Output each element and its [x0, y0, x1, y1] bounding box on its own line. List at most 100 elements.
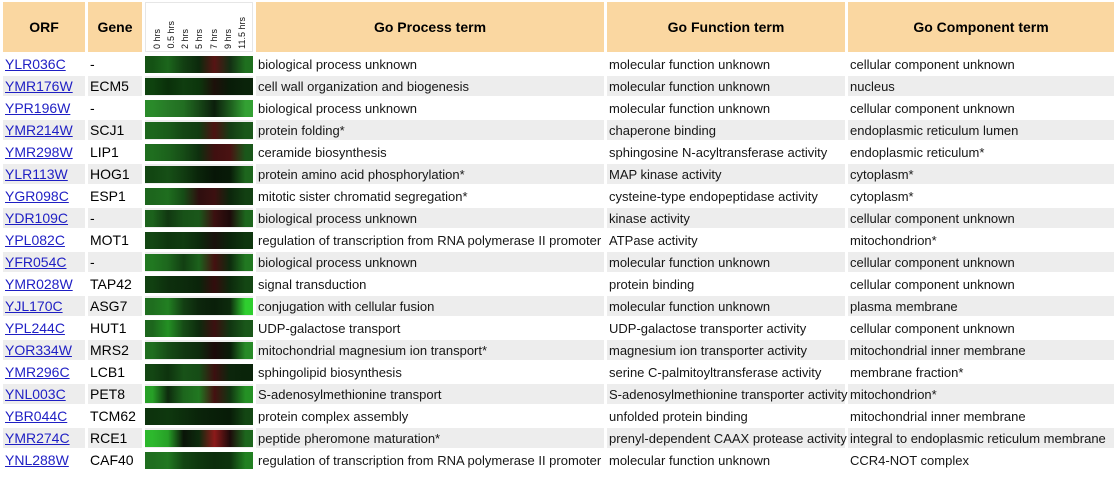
heatmap-cell [145, 186, 253, 206]
go-process-cell: ceramide biosynthesis [256, 142, 604, 162]
gene-cell: HUT1 [88, 318, 142, 338]
heatmap-cell [145, 164, 253, 184]
gene-cell: LIP1 [88, 142, 142, 162]
orf-cell: YPL082C [3, 230, 85, 250]
orf-cell: YNL003C [3, 384, 85, 404]
orf-cell: YFR054C [3, 252, 85, 272]
expression-heatmap [145, 99, 253, 117]
orf-link[interactable]: YPL082C [5, 232, 65, 248]
orf-cell: YPL244C [3, 318, 85, 338]
orf-cell: YMR214W [3, 120, 85, 140]
table-row: YMR176W ECM5 cell wall organization and … [3, 76, 1114, 96]
timepoint-label: 0 hrs [152, 28, 162, 49]
gene-cell: CAF40 [88, 450, 142, 470]
go-component-cell: membrane fraction* [848, 362, 1114, 382]
go-process-cell: mitochondrial magnesium ion transport* [256, 340, 604, 360]
heatmap-cell [145, 252, 253, 272]
header-row: ORF Gene 0 hrs 0.5 hrs 2 hrs 5 hrs 7 hrs… [3, 2, 1114, 52]
orf-cell: YDR109C [3, 208, 85, 228]
expression-heatmap [145, 121, 253, 139]
go-component-cell: endoplasmic reticulum lumen [848, 120, 1114, 140]
go-function-cell: molecular function unknown [607, 76, 845, 96]
orf-cell: YMR028W [3, 274, 85, 294]
orf-link[interactable]: YGR098C [5, 188, 69, 204]
orf-link[interactable]: YMR176W [5, 78, 73, 94]
gene-cell: RCE1 [88, 428, 142, 448]
go-process-cell: mitotic sister chromatid segregation* [256, 186, 604, 206]
gene-cell: - [88, 252, 142, 272]
gene-cell: ESP1 [88, 186, 142, 206]
expression-heatmap [145, 187, 253, 205]
heatmap-cell [145, 340, 253, 360]
go-component-cell: cellular component unknown [848, 54, 1114, 74]
table-row: YMR274C RCE1 peptide pheromone maturatio… [3, 428, 1114, 448]
gene-cell: - [88, 98, 142, 118]
orf-link[interactable]: YOR334W [5, 342, 72, 358]
go-function-cell: serine C-palmitoyltransferase activity [607, 362, 845, 382]
table-row: YLR113W HOG1 protein amino acid phosphor… [3, 164, 1114, 184]
orf-cell: YLR036C [3, 54, 85, 74]
heatmap-cell [145, 98, 253, 118]
table-row: YLR036C - biological process unknown mol… [3, 54, 1114, 74]
go-function-cell: UDP-galactose transporter activity [607, 318, 845, 338]
orf-link[interactable]: YPL244C [5, 320, 65, 336]
go-process-cell: UDP-galactose transport [256, 318, 604, 338]
table-row: YNL288W CAF40 regulation of transcriptio… [3, 450, 1114, 470]
heatmap-cell [145, 76, 253, 96]
go-function-cell: ATPase activity [607, 230, 845, 250]
table-row: YPL244C HUT1 UDP-galactose transport UDP… [3, 318, 1114, 338]
orf-link[interactable]: YMR028W [5, 276, 73, 292]
orf-link[interactable]: YMR298W [5, 144, 73, 160]
go-function-cell: molecular function unknown [607, 450, 845, 470]
gene-cell: TCM62 [88, 406, 142, 426]
table-row: YMR296C LCB1 sphingolipid biosynthesis s… [3, 362, 1114, 382]
orf-link[interactable]: YLR036C [5, 56, 66, 72]
go-process-cell: regulation of transcription from RNA pol… [256, 230, 604, 250]
go-function-cell: kinase activity [607, 208, 845, 228]
go-function-cell: chaperone binding [607, 120, 845, 140]
go-process-cell: regulation of transcription from RNA pol… [256, 450, 604, 470]
orf-cell: YMR274C [3, 428, 85, 448]
go-function-cell: unfolded protein binding [607, 406, 845, 426]
gene-cell: MOT1 [88, 230, 142, 250]
go-function-cell: molecular function unknown [607, 252, 845, 272]
column-header-go-function: Go Function term [607, 2, 845, 52]
orf-link[interactable]: YNL288W [5, 452, 69, 468]
orf-link[interactable]: YMR274C [5, 430, 70, 446]
table-row: YMR298W LIP1 ceramide biosynthesis sphin… [3, 142, 1114, 162]
orf-link[interactable]: YMR214W [5, 122, 73, 138]
go-function-cell: S-adenosylmethionine transporter activit… [607, 384, 847, 404]
column-header-timepoints: 0 hrs 0.5 hrs 2 hrs 5 hrs 7 hrs 9 hrs 11… [145, 2, 253, 52]
table-row: YDR109C - biological process unknown kin… [3, 208, 1114, 228]
go-component-cell: mitochondrial inner membrane [848, 340, 1114, 360]
table-row: YGR098C ESP1 mitotic sister chromatid se… [3, 186, 1114, 206]
timepoint-label: 7 hrs [208, 28, 219, 49]
table-row: YMR214W SCJ1 protein folding* chaperone … [3, 120, 1114, 140]
expression-heatmap [145, 209, 253, 227]
gene-cell: LCB1 [88, 362, 142, 382]
orf-cell: YOR334W [3, 340, 85, 360]
go-component-cell: plasma membrane [848, 296, 1114, 316]
orf-link[interactable]: YMR296C [5, 364, 70, 380]
expression-heatmap [145, 297, 253, 315]
orf-link[interactable]: YDR109C [5, 210, 69, 226]
orf-cell: YJL170C [3, 296, 85, 316]
orf-link[interactable]: YPR196W [5, 100, 71, 116]
orf-link[interactable]: YNL003C [5, 386, 66, 402]
go-component-cell: endoplasmic reticulum* [848, 142, 1114, 162]
table-row: YOR334W MRS2 mitochondrial magnesium ion… [3, 340, 1114, 360]
orf-link[interactable]: YFR054C [5, 254, 67, 270]
go-function-cell: MAP kinase activity [607, 164, 845, 184]
go-component-cell: cellular component unknown [848, 208, 1114, 228]
heatmap-cell [145, 230, 253, 250]
go-component-cell: integral to endoplasmic reticulum membra… [848, 428, 1114, 448]
go-function-cell: protein binding [607, 274, 845, 294]
orf-link[interactable]: YBR044C [5, 408, 68, 424]
go-function-cell: cysteine-type endopeptidase activity [607, 186, 845, 206]
orf-cell: YMR296C [3, 362, 85, 382]
orf-link[interactable]: YLR113W [5, 166, 68, 182]
expression-heatmap [145, 253, 253, 271]
heatmap-cell [145, 318, 253, 338]
orf-link[interactable]: YJL170C [5, 298, 63, 314]
go-process-cell: protein folding* [256, 120, 604, 140]
